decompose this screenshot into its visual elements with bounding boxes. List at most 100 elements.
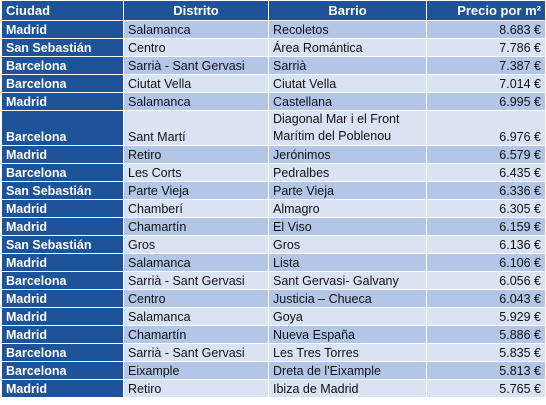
cell-precio: 5.813 € (426, 361, 546, 380)
cell-barrio: Lista (268, 253, 427, 272)
cell-barrio: El Viso (268, 217, 427, 236)
cell-distrito: Retiro (123, 379, 269, 398)
cell-ciudad: Madrid (1, 20, 124, 39)
cell-precio: 5.929 € (426, 307, 546, 326)
table-row: Madrid Retiro Jerónimos 6.579 € (1, 145, 546, 164)
cell-distrito: Les Corts (123, 163, 269, 182)
cell-distrito: Centro (123, 38, 269, 57)
cell-ciudad: Barcelona (1, 361, 124, 380)
cell-ciudad: Madrid (1, 217, 124, 236)
cell-distrito: Sarrià - Sant Gervasi (123, 271, 269, 290)
cell-distrito: Salamanca (123, 307, 269, 326)
cell-ciudad: Madrid (1, 92, 124, 111)
table-row: Madrid Chamartín Nueva España 5.886 € (1, 325, 546, 344)
header-barrio: Barrio (268, 0, 427, 21)
cell-barrio: Les Tres Torres (268, 343, 427, 362)
cell-distrito: Eixample (123, 361, 269, 380)
table-row: Madrid Chamartín El Viso 6.159 € (1, 217, 546, 236)
cell-ciudad: Madrid (1, 325, 124, 344)
cell-distrito: Gros (123, 235, 269, 254)
cell-ciudad: San Sebastián (1, 181, 124, 200)
cell-ciudad: Madrid (1, 307, 124, 326)
table-row: Madrid Salamanca Recoletos 8.683 € (1, 20, 546, 39)
cell-ciudad: Barcelona (1, 163, 124, 182)
table-row: San Sebastián Gros Gros 6.136 € (1, 235, 546, 254)
header-row: Ciudad Distrito Barrio Precio por m² (1, 0, 546, 21)
cell-barrio: Pedralbes (268, 163, 427, 182)
cell-barrio: Sarrià (268, 56, 427, 75)
cell-ciudad: Madrid (1, 145, 124, 164)
cell-precio: 6.136 € (426, 235, 546, 254)
table-row: Madrid Salamanca Castellana 6.995 € (1, 92, 546, 111)
cell-precio: 5.835 € (426, 343, 546, 362)
cell-precio: 6.336 € (426, 181, 546, 200)
cell-barrio: Nueva España (268, 325, 427, 344)
table-row: Barcelona Sarrià - Sant Gervasi Les Tres… (1, 343, 546, 362)
cell-barrio: Justicia – Chueca (268, 289, 427, 308)
cell-barrio: Área Romántica (268, 38, 427, 57)
cell-distrito: Parte Vieja (123, 181, 269, 200)
cell-precio: 7.387 € (426, 56, 546, 75)
cell-ciudad: San Sebastián (1, 38, 124, 57)
cell-precio: 6.976 € (426, 110, 546, 146)
cell-barrio: Almagro (268, 199, 427, 218)
table-row: San Sebastián Parte Vieja Parte Vieja 6.… (1, 181, 546, 200)
cell-ciudad: Barcelona (1, 110, 124, 146)
cell-ciudad: Barcelona (1, 56, 124, 75)
cell-precio: 5.886 € (426, 325, 546, 344)
cell-barrio: Ibiza de Madrid (268, 379, 427, 398)
header-ciudad: Ciudad (1, 0, 124, 21)
cell-barrio: Recoletos (268, 20, 427, 39)
table-row: Barcelona Eixample Dreta de l'Eixample 5… (1, 361, 546, 380)
cell-barrio: Castellana (268, 92, 427, 111)
cell-ciudad: Barcelona (1, 74, 124, 93)
cell-distrito: Sant Martí (123, 110, 269, 146)
cell-precio: 6.106 € (426, 253, 546, 272)
cell-ciudad: San Sebastián (1, 235, 124, 254)
cell-distrito: Sarrià - Sant Gervasi (123, 343, 269, 362)
cell-barrio: Sant Gervasi- Galvany (268, 271, 427, 290)
cell-precio: 5.765 € (426, 379, 546, 398)
cell-precio: 7.014 € (426, 74, 546, 93)
cell-distrito: Centro (123, 289, 269, 308)
cell-precio: 6.435 € (426, 163, 546, 182)
cell-distrito: Salamanca (123, 253, 269, 272)
cell-ciudad: Madrid (1, 379, 124, 398)
cell-barrio: Ciutat Vella (268, 74, 427, 93)
cell-ciudad: Barcelona (1, 271, 124, 290)
table-row: Barcelona Sarrià - Sant Gervasi Sarrià 7… (1, 56, 546, 75)
cell-distrito: Salamanca (123, 20, 269, 39)
cell-barrio: Jerónimos (268, 145, 427, 164)
cell-precio: 6.579 € (426, 145, 546, 164)
cell-precio: 7.786 € (426, 38, 546, 57)
cell-ciudad: Madrid (1, 289, 124, 308)
table-row: Barcelona Sarrià - Sant Gervasi Sant Ger… (1, 271, 546, 290)
cell-distrito: Salamanca (123, 92, 269, 111)
table-row: Barcelona Sant Martí Diagonal Mar i el F… (1, 110, 546, 146)
cell-barrio: Goya (268, 307, 427, 326)
cell-distrito: Sarrià - Sant Gervasi (123, 56, 269, 75)
cell-ciudad: Barcelona (1, 343, 124, 362)
cell-distrito: Retiro (123, 145, 269, 164)
table-row: Madrid Salamanca Goya 5.929 € (1, 307, 546, 326)
cell-ciudad: Madrid (1, 253, 124, 272)
table-row: Madrid Chamberí Almagro 6.305 € (1, 199, 546, 218)
cell-precio: 6.056 € (426, 271, 546, 290)
table-row: Barcelona Ciutat Vella Ciutat Vella 7.01… (1, 74, 546, 93)
table-row: Barcelona Les Corts Pedralbes 6.435 € (1, 163, 546, 182)
cell-precio: 6.995 € (426, 92, 546, 111)
cell-precio: 8.683 € (426, 20, 546, 39)
cell-distrito: Chamartín (123, 217, 269, 236)
cell-ciudad: Madrid (1, 199, 124, 218)
cell-distrito: Ciutat Vella (123, 74, 269, 93)
cell-barrio: Gros (268, 235, 427, 254)
cell-barrio: Diagonal Mar i el Front Marítim del Pobl… (268, 110, 427, 146)
table-row: Madrid Salamanca Lista 6.106 € (1, 253, 546, 272)
header-precio: Precio por m² (426, 0, 546, 21)
cell-precio: 6.159 € (426, 217, 546, 236)
cell-precio: 6.043 € (426, 289, 546, 308)
cell-barrio: Dreta de l'Eixample (268, 361, 427, 380)
cell-distrito: Chamartín (123, 325, 269, 344)
cell-precio: 6.305 € (426, 199, 546, 218)
